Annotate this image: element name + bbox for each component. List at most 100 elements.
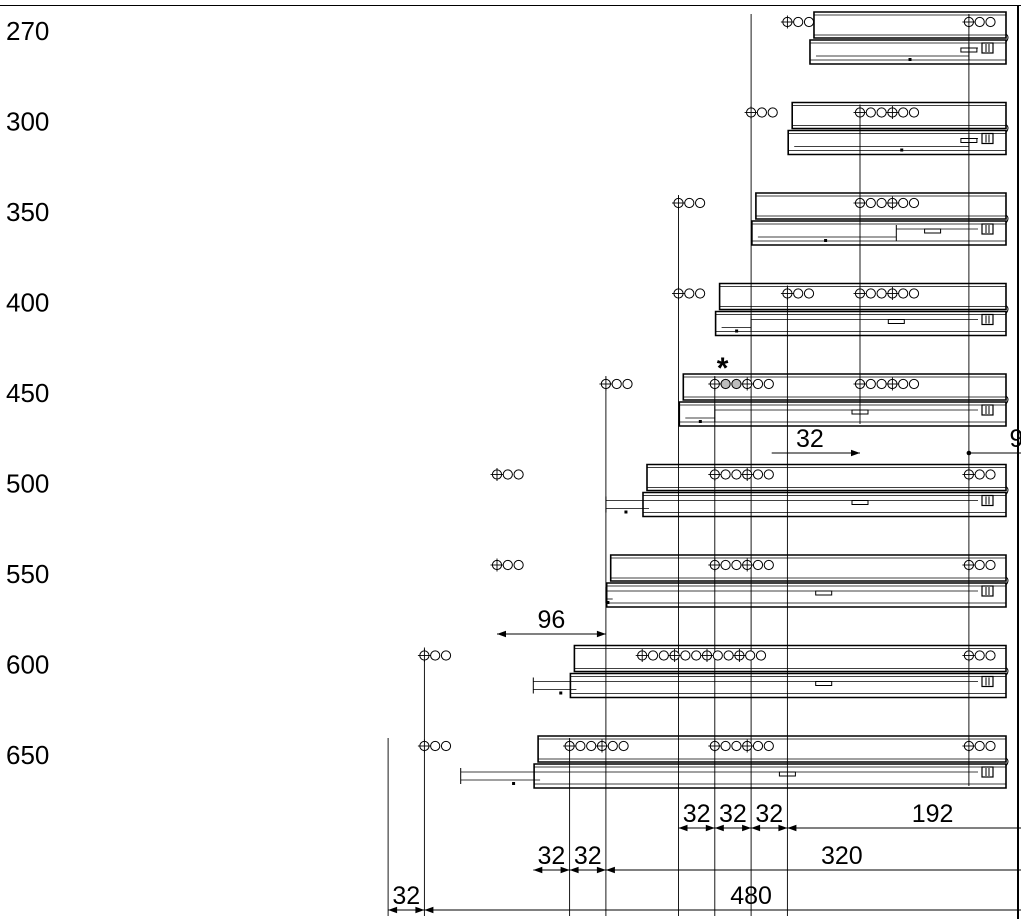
drill-hole [622,378,633,390]
runner-end-bracket [981,585,994,597]
dimension-arrowhead [424,906,434,914]
runner-lower-rail [569,672,1007,699]
drill-hole [440,740,452,752]
runner-key-slot [851,500,869,505]
runner-upper-body [573,644,1007,673]
dimension-32: 32 [771,425,860,457]
runner-key-slot [887,319,905,324]
runner-end-clip [1005,124,1009,133]
runner-lower-rail [751,220,1007,246]
dimension-lines: 323232192373232320324809632969 [388,425,1021,914]
length-label-270: 270 [6,16,49,46]
drill-hole [575,740,586,752]
runner-lower-rail [533,763,1007,789]
length-label-450: 450 [6,378,49,408]
drill-hole [513,559,524,571]
dimension-arrowhead [388,906,398,914]
drill-hole [803,16,815,28]
dimension-label: 320 [821,842,863,870]
drill-hole [908,288,920,299]
drill-hole [974,559,985,571]
dimension-arrowhead [569,866,579,874]
drill-hole [513,469,524,480]
drill-hole [876,288,887,299]
dimension-arrowhead [605,866,615,874]
runner-notch [824,239,828,242]
runner-lower-rail [809,39,1007,65]
runner-lower-rail [678,401,1007,427]
drill-hole [974,469,985,480]
runner-end-bracket [981,132,994,145]
runner-end-bracket [981,223,994,235]
runner-notch [908,58,912,61]
length-label-500: 500 [6,469,49,499]
dimension-label: 480 [730,882,772,910]
dimension-arrowhead [415,906,425,914]
dimension-label: 32 [574,842,602,870]
drill-hole [985,650,996,661]
runner-400 [672,282,1009,337]
drill-hole [974,16,985,28]
runner-end-bracket [981,404,994,416]
runner-end-clip [1005,395,1009,405]
drill-hole [731,559,742,571]
drill-hole [691,650,702,661]
drill-hole [502,559,513,571]
runner-end-clip [1005,214,1009,224]
runner-end-clip [1005,33,1009,43]
drill-hole [898,197,909,209]
dimension-label: 32 [796,425,824,453]
guide-lines [0,5,1021,919]
dimension-32: 32 [569,842,606,874]
drill-hole [684,197,695,209]
drill-hole [611,378,622,390]
drill-hole [430,740,441,752]
drill-hole [440,650,452,661]
drill-hole [985,469,996,480]
drill-hole [720,559,731,571]
drill-hole [898,288,909,299]
drill-hole [898,378,909,390]
runner-notch [512,782,516,785]
drill-hole [684,288,695,299]
drill-hole [793,16,804,28]
runner-end-bracket [981,42,994,54]
dimension-96: 96 [966,425,1021,456]
dimension-label: 32 [538,842,566,870]
drill-hole [876,197,887,209]
drill-hole [865,197,876,209]
runner-500 [490,463,1009,518]
drill-hole [680,650,691,661]
runner-lower-rail [714,310,1007,337]
runner-notch [735,329,739,333]
dimension-label: 32 [719,800,747,828]
drill-hole [723,650,734,661]
runner-lower-rail [787,129,1007,156]
drill-hole [974,650,985,661]
runner-550 [490,554,1009,608]
dimension-32: 32 [388,882,425,914]
runner-key-slot [815,590,833,596]
drill-hole [908,107,920,118]
drill-hole [876,378,887,390]
dimension-320: 320 [605,842,1021,874]
dimension-arrowhead [596,630,606,638]
drill-hole [865,107,876,118]
dimension-32: 32 [714,800,752,832]
dimension-arrowhead [533,866,543,874]
drill-hole [695,288,706,299]
runner-key-slot [815,681,833,686]
drill-hole [865,378,876,390]
drill-hole [763,559,774,571]
runner-key-slot [960,47,978,53]
length-label-350: 350 [6,197,49,227]
dimension-arrowhead [596,866,606,874]
drill-hole [985,559,996,571]
dimension-arrowhead [778,824,788,832]
dimension-label: 96 [1009,425,1021,453]
runner-key-slot [778,771,796,777]
drill-hole [763,378,774,390]
dimension-label: 32 [755,800,783,828]
drill-hole [752,378,764,390]
